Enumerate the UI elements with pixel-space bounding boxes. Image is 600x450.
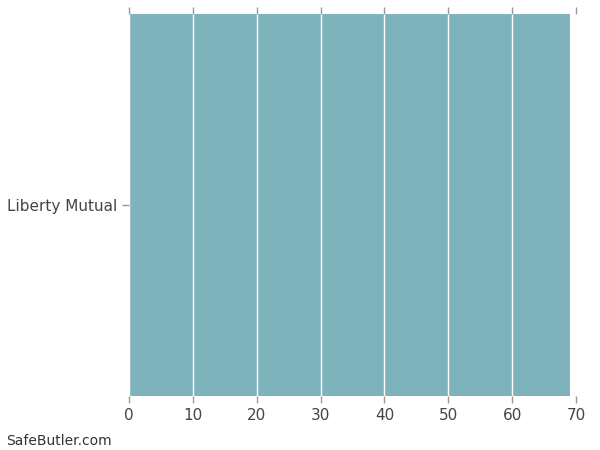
Text: SafeButler.com: SafeButler.com [6, 434, 112, 448]
